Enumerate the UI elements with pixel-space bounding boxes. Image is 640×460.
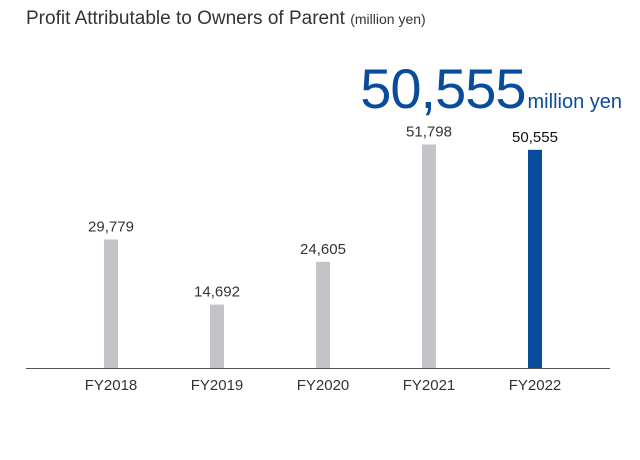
chart-title-unit: (million yen) (350, 11, 426, 27)
value-label-FY2019: 14,692 (194, 284, 240, 301)
value-label-FY2022: 50,555 (512, 129, 558, 146)
value-label-FY2021: 51,798 (406, 123, 452, 140)
category-label-FY2018: FY2018 (85, 377, 138, 394)
chart-title: Profit Attributable to Owners of Parent … (26, 8, 426, 30)
category-label-FY2019: FY2019 (191, 377, 244, 394)
bar-FY2021 (422, 144, 436, 368)
highlight-figure: 50,555 million yen (360, 56, 622, 121)
highlight-unit: million yen (527, 91, 622, 113)
category-label-FY2020: FY2020 (297, 377, 350, 394)
chart-title-text: Profit Attributable to Owners of Parent (26, 8, 345, 29)
category-label-FY2022: FY2022 (509, 377, 562, 394)
bar-FY2018 (104, 239, 118, 368)
value-label-FY2020: 24,605 (300, 241, 346, 258)
bar-FY2022 (528, 149, 542, 368)
highlight-value: 50,555 (360, 57, 526, 120)
category-label-FY2021: FY2021 (403, 377, 456, 394)
bar-FY2019 (210, 304, 224, 368)
value-label-FY2018: 29,779 (88, 218, 134, 235)
bar-FY2020 (316, 261, 330, 368)
